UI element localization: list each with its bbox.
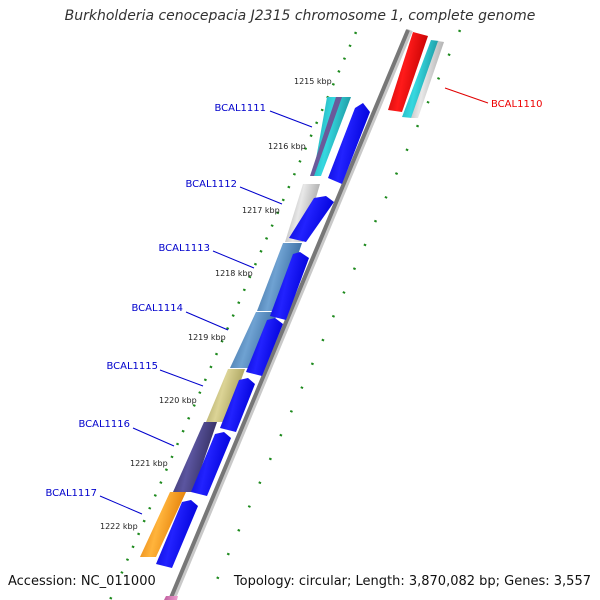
genome-stats-text: Topology: circular; Length: 3,870,082 bp…	[233, 574, 591, 589]
leader-bcal1114	[185, 311, 229, 331]
gene-block-bcal1111-stripe[interactable]	[310, 97, 342, 176]
kbp-label-1216: 1216 kbp	[268, 142, 306, 151]
cds-arrow-5[interactable]	[220, 378, 255, 432]
kbp-label-1215: 1215 kbp	[294, 77, 332, 86]
gene-label-bcal1111[interactable]: BCAL1111	[214, 103, 266, 114]
gene-block-bcal1110-grey[interactable]	[411, 41, 444, 118]
cds-arrow-2[interactable]	[289, 196, 334, 242]
gene-label-bcal1115[interactable]: BCAL1115	[106, 361, 158, 372]
gene-block-bcal1117[interactable]	[140, 492, 186, 557]
leader-bcal1111	[269, 110, 313, 128]
partial-feature	[164, 596, 178, 600]
kbp-label-1218: 1218 kbp	[215, 269, 253, 278]
kbp-label-1219: 1219 kbp	[188, 333, 226, 342]
leader-bcal1117	[99, 495, 143, 515]
gene-block-bcal1110-teal[interactable]	[402, 40, 439, 118]
cds-arrow-6[interactable]	[191, 432, 231, 496]
leader-bcal1115	[159, 369, 204, 387]
map-title: Burkholderia cenocepacia J2315 chromosom…	[64, 8, 536, 24]
gene-block-bcal1116[interactable]	[173, 422, 217, 492]
kbp-label-1217: 1217 kbp	[242, 206, 280, 215]
cds-arrow-4[interactable]	[246, 318, 283, 376]
backbone	[168, 29, 410, 600]
gene-label-bcal1114[interactable]: BCAL1114	[131, 303, 183, 314]
cds-arrow-1[interactable]	[328, 103, 370, 184]
gene-label-bcal1117[interactable]: BCAL1117	[45, 488, 97, 499]
gene-block-bcal1113[interactable]	[257, 243, 302, 311]
leader-bcal1110	[444, 87, 489, 104]
gene-label-bcal1112[interactable]: BCAL1112	[185, 179, 237, 190]
gene-label-bcal1110[interactable]: BCAL1110	[491, 99, 543, 110]
kbp-label-1221: 1221 kbp	[130, 459, 168, 468]
kbp-label-1222: 1222 kbp	[100, 522, 138, 531]
gene-label-bcal1116[interactable]: BCAL1116	[78, 419, 130, 430]
gene-block-bcal1111-teal[interactable]	[313, 97, 351, 176]
leader-bcal1113	[212, 250, 255, 269]
leader-bcal1116	[132, 427, 175, 447]
leader-bcal1112	[239, 186, 283, 205]
gene-block-bcal1115[interactable]	[206, 369, 245, 422]
gc-track-inner	[108, 31, 358, 600]
gene-label-bcal1113[interactable]: BCAL1113	[158, 243, 210, 254]
kbp-label-1220: 1220 kbp	[159, 396, 197, 405]
gene-block-bcal1110[interactable]	[388, 32, 428, 112]
cds-arrow-3[interactable]	[270, 252, 309, 320]
gene-block-bcal1112[interactable]	[285, 184, 320, 242]
accession-text: Accession: NC_011000	[8, 574, 156, 589]
cds-arrow-7[interactable]	[156, 500, 198, 568]
